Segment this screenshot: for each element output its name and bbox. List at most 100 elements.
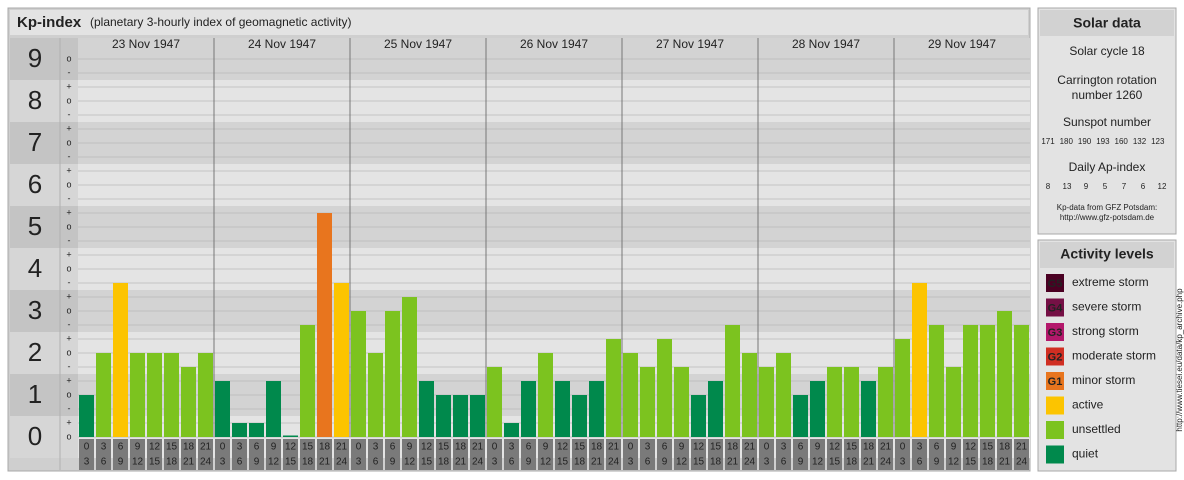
minor-tick-label: - (68, 277, 71, 287)
hour-start: 3 (917, 442, 923, 453)
ap-value: 13 (1063, 182, 1072, 191)
legend-swatch (1046, 274, 1064, 292)
hour-end: 18 (710, 457, 722, 468)
y-tick-label: 4 (28, 253, 42, 283)
ap-value: 9 (1084, 182, 1089, 191)
hour-end: 9 (390, 457, 396, 468)
hour-end: 18 (846, 457, 858, 468)
hour-cell (946, 439, 961, 470)
minor-tick-label: - (68, 109, 71, 119)
day-label: 25 Nov 1947 (384, 37, 452, 51)
hour-start: 21 (1016, 442, 1028, 453)
hour-end: 18 (166, 457, 178, 468)
bar (776, 353, 791, 437)
legend-title-bar (1040, 242, 1174, 268)
axis-band (10, 374, 78, 416)
minor-tick-label: - (68, 151, 71, 161)
hour-start: 15 (302, 442, 314, 453)
watermark: http://www.tiesei.eu/data/kp_archive.php (1175, 288, 1184, 432)
day-label: 26 Nov 1947 (520, 37, 588, 51)
hour-end: 24 (880, 457, 892, 468)
legend-label: severe storm (1072, 300, 1141, 314)
hour-end: 6 (101, 457, 107, 468)
sunspot-number: 132 (1133, 137, 1147, 146)
legend-label: active (1072, 398, 1104, 412)
hour-end: 15 (693, 457, 705, 468)
hour-start: 12 (965, 442, 977, 453)
minor-tick-label: - (68, 361, 71, 371)
hour-start: 9 (407, 442, 413, 453)
solar-title-bar (1040, 10, 1174, 36)
minor-tick-label: o (66, 347, 71, 357)
hour-end: 12 (812, 457, 824, 468)
bar (810, 381, 825, 437)
hour-end: 12 (948, 457, 960, 468)
minor-tick-label: + (66, 123, 71, 133)
hour-end: 24 (336, 457, 348, 468)
hour-end: 12 (676, 457, 688, 468)
title-bar (10, 10, 1028, 35)
hour-start: 6 (798, 442, 804, 453)
legend-badge: G1 (1048, 376, 1063, 388)
hour-end: 18 (982, 457, 994, 468)
bar (96, 353, 111, 437)
bar (640, 366, 655, 437)
hour-end: 21 (999, 457, 1011, 468)
source-note: Kp-data from GFZ Potsdam: (1057, 203, 1157, 212)
day-label: 27 Nov 1947 (656, 37, 724, 51)
ap-value: 7 (1122, 182, 1127, 191)
solar-title: Solar data (1073, 15, 1141, 31)
hour-start: 12 (149, 442, 161, 453)
minor-tick-label: - (68, 403, 71, 413)
hour-start: 21 (336, 442, 348, 453)
hour-cell (249, 439, 264, 470)
hour-start: 0 (84, 442, 90, 453)
hour-end: 21 (863, 457, 875, 468)
sunspot-number: 180 (1060, 137, 1074, 146)
sunspot-number: 123 (1151, 137, 1165, 146)
hour-end: 6 (781, 457, 787, 468)
minor-tick-label: + (66, 207, 71, 217)
sunspot-number: 193 (1096, 137, 1110, 146)
bar (589, 381, 604, 437)
hour-end: 18 (438, 457, 450, 468)
hour-cell (844, 439, 859, 470)
day-label: 29 Nov 1947 (928, 37, 996, 51)
bar (980, 324, 995, 437)
hour-cell (691, 439, 706, 470)
hour-cell (589, 439, 604, 470)
sunspot-number: 171 (1041, 137, 1055, 146)
hour-start: 15 (166, 442, 178, 453)
axis-band (10, 206, 78, 248)
hour-cell (793, 439, 808, 470)
y-tick-label: 2 (28, 337, 42, 367)
hour-cell (181, 439, 196, 470)
axis-band (10, 80, 78, 122)
hour-end: 3 (900, 457, 906, 468)
hour-start: 12 (693, 442, 705, 453)
bar (725, 324, 740, 437)
hour-start: 21 (880, 442, 892, 453)
bar (317, 213, 332, 437)
hour-end: 9 (254, 457, 260, 468)
bar (912, 282, 927, 437)
hour-cell (929, 439, 944, 470)
bar (147, 353, 162, 437)
hour-end: 21 (183, 457, 195, 468)
hour-end: 15 (285, 457, 297, 468)
source-note: http://www.gfz-potsdam.de (1060, 213, 1155, 222)
hour-start: 12 (285, 442, 297, 453)
hour-end: 12 (540, 457, 552, 468)
bar (963, 324, 978, 437)
bar (470, 395, 485, 437)
hour-cell (147, 439, 162, 470)
minor-tick-label: - (68, 235, 71, 245)
bar (113, 282, 128, 437)
hour-start: 18 (999, 442, 1011, 453)
solar-cycle: Solar cycle 18 (1069, 44, 1145, 58)
bar (844, 366, 859, 437)
minor-tick-label: o (66, 179, 71, 189)
bar (861, 381, 876, 437)
hour-cell (266, 439, 281, 470)
legend-swatch (1046, 396, 1064, 415)
